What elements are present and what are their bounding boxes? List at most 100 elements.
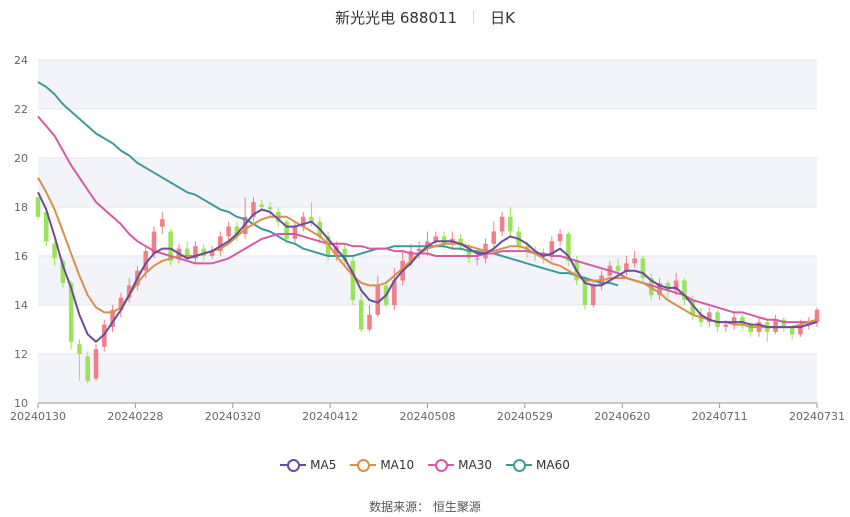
ma10-line xyxy=(37,177,818,329)
candle-up xyxy=(209,251,215,256)
candle-down xyxy=(68,282,74,342)
legend-swatch-ma5 xyxy=(280,459,307,472)
y-tick-label: 20 xyxy=(14,152,28,165)
candle-down xyxy=(52,243,57,259)
candle-down xyxy=(458,238,463,247)
candle-up xyxy=(334,246,339,256)
candle-down xyxy=(35,197,41,217)
chart-title: 新光光电 688011 xyxy=(335,8,458,27)
legend-label-ma30: MA30 xyxy=(458,458,493,472)
candle-down xyxy=(309,216,314,222)
period-label: 日K xyxy=(490,8,515,27)
candle-up xyxy=(590,285,596,305)
candle-up xyxy=(126,285,132,298)
candle-down xyxy=(665,282,671,291)
x-tick-label: 20240228 xyxy=(107,410,163,423)
candle-down xyxy=(466,246,472,259)
candle-down xyxy=(648,278,654,296)
candle-up xyxy=(367,314,372,330)
grid-band xyxy=(38,354,817,403)
candle-down xyxy=(284,221,289,239)
x-tick-label: 20240412 xyxy=(302,410,358,423)
candle-down xyxy=(640,258,646,279)
candle-up xyxy=(292,226,298,239)
x-tick-label: 20240620 xyxy=(594,410,650,423)
candle-up xyxy=(557,233,563,242)
candle-up xyxy=(193,246,198,259)
legend: MA5 MA10 MA30 MA60 xyxy=(0,458,850,472)
chart-title-bar: 新光光电 688011 日K xyxy=(0,6,850,28)
candle-up xyxy=(706,312,712,323)
candle-down xyxy=(582,280,588,305)
y-tick-label: 14 xyxy=(14,299,28,312)
legend-item-ma30[interactable]: MA30 xyxy=(428,458,492,472)
candle-down xyxy=(566,233,571,261)
x-tick-label: 20240731 xyxy=(789,410,845,423)
candle-up xyxy=(773,319,778,332)
legend-item-ma60[interactable]: MA60 xyxy=(506,458,570,472)
candle-down xyxy=(259,204,265,207)
candle-up xyxy=(93,349,99,379)
candle-up xyxy=(814,309,820,323)
candle-down xyxy=(690,300,695,315)
candle-down xyxy=(77,344,82,354)
candle-up xyxy=(632,258,637,264)
candle-down xyxy=(85,356,91,381)
legend-item-ma5[interactable]: MA5 xyxy=(280,458,336,472)
candle-up xyxy=(226,226,231,237)
candle-down xyxy=(698,314,704,323)
candle-up xyxy=(425,241,430,249)
candle-up xyxy=(731,317,737,325)
source-name: 恒生聚源 xyxy=(432,500,481,514)
y-tick-label: 12 xyxy=(14,348,28,361)
x-tick-label: 20240130 xyxy=(10,410,66,423)
candle-down xyxy=(715,312,720,328)
candle-up xyxy=(499,216,505,232)
candle-down xyxy=(342,248,347,261)
candle-down xyxy=(60,260,66,283)
candle-down xyxy=(267,207,273,210)
candle-up xyxy=(723,324,729,328)
candle-down xyxy=(358,300,364,330)
candle-down xyxy=(541,253,546,256)
candle-down xyxy=(325,236,331,256)
candle-up xyxy=(549,241,555,256)
title-divider xyxy=(473,10,475,24)
candle-up xyxy=(218,236,223,252)
x-tick-label: 20240529 xyxy=(497,410,553,423)
x-tick-label: 20240320 xyxy=(205,410,261,423)
candle-down xyxy=(508,216,513,232)
candle-down xyxy=(441,236,447,244)
legend-swatch-ma10 xyxy=(350,459,377,472)
candle-up xyxy=(110,309,115,328)
candle-up xyxy=(251,202,256,217)
candle-down xyxy=(682,280,687,301)
legend-label-ma5: MA5 xyxy=(310,458,337,472)
ma60-line xyxy=(37,81,619,287)
candle-down xyxy=(740,317,745,325)
candle-up xyxy=(408,251,414,261)
candle-up xyxy=(624,263,629,271)
data-source: 数据来源： 恒生聚源 xyxy=(0,498,850,515)
candle-up xyxy=(143,251,149,271)
candle-up xyxy=(798,324,803,335)
candle-down xyxy=(234,226,240,237)
y-tick-label: 10 xyxy=(14,397,28,410)
legend-label-ma10: MA10 xyxy=(380,458,415,472)
candle-up xyxy=(474,258,480,260)
legend-label-ma60: MA60 xyxy=(536,458,570,472)
candle-up xyxy=(491,231,497,244)
candle-down xyxy=(44,211,49,242)
candle-up xyxy=(433,236,439,242)
candle-up xyxy=(160,219,165,227)
legend-swatch-ma60 xyxy=(506,459,533,472)
x-tick-label: 20240711 xyxy=(692,410,748,423)
legend-item-ma10[interactable]: MA10 xyxy=(350,458,414,472)
candle-up xyxy=(300,216,306,227)
candle-up xyxy=(806,322,811,325)
candle-down xyxy=(201,248,207,256)
candle-down xyxy=(168,231,173,261)
ma5-line xyxy=(37,191,818,343)
y-tick-label: 16 xyxy=(14,250,28,263)
candle-down xyxy=(748,324,753,332)
